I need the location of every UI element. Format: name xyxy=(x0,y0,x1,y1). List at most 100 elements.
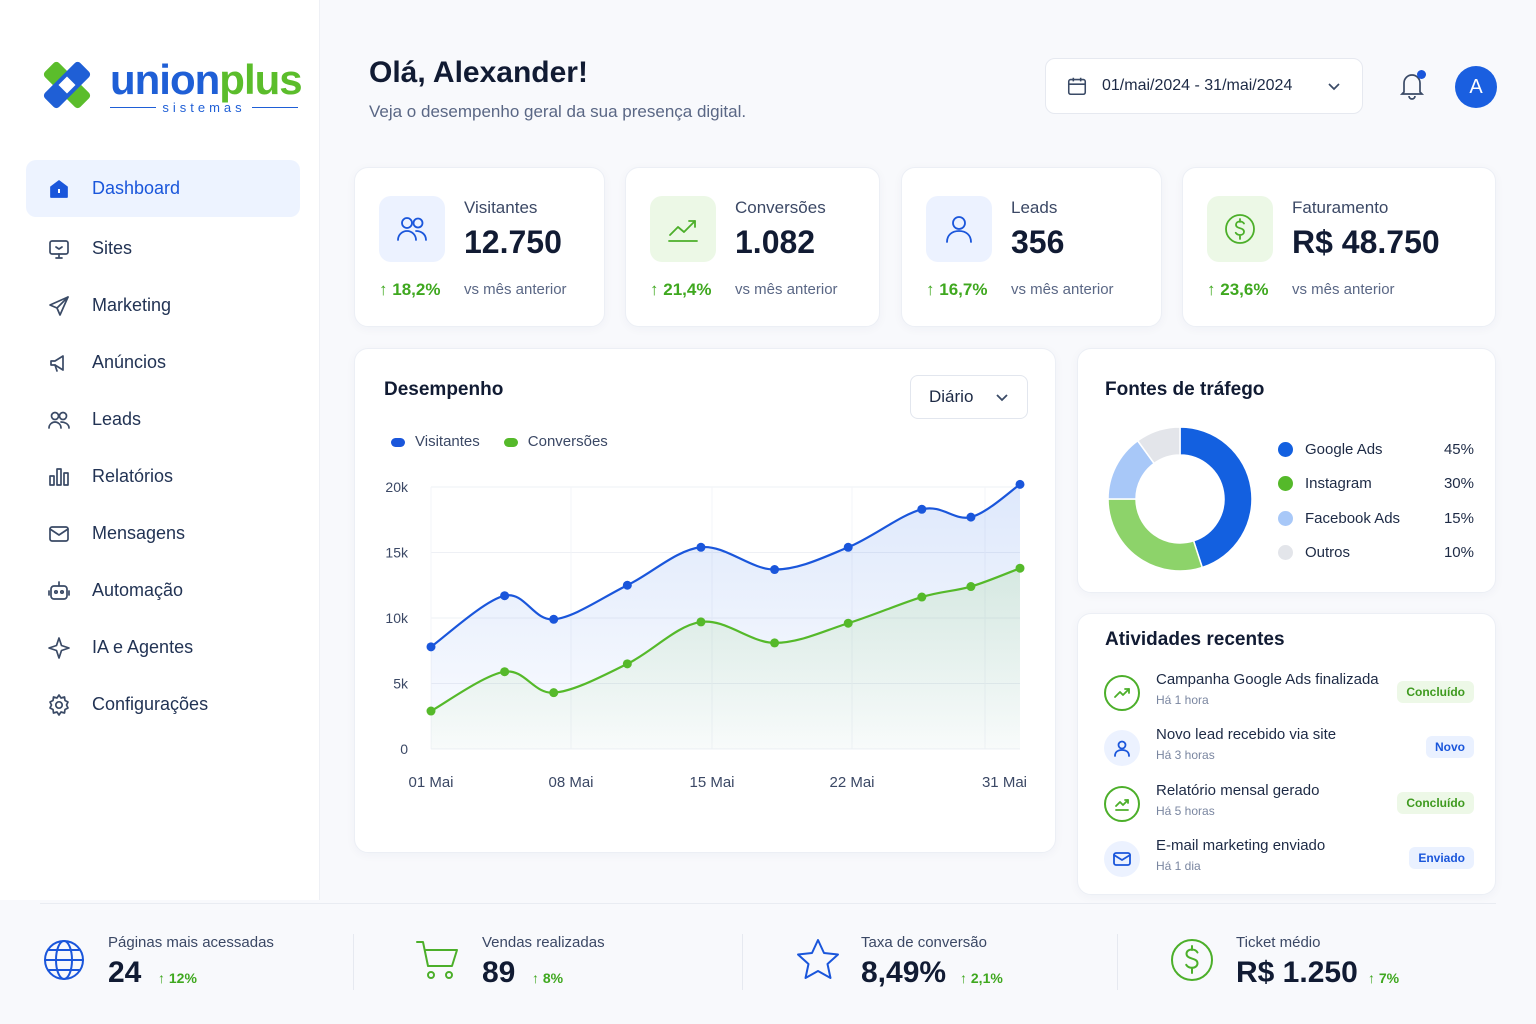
sidebar-item-dashboard[interactable]: Dashboard xyxy=(26,160,300,217)
date-range-value: 01/mai/2024 - 31/mai/2024 xyxy=(1102,77,1293,94)
sidebar-item-label: Configurações xyxy=(92,694,209,714)
kpi-value: R$ 48.750 xyxy=(1292,224,1440,260)
chevron-down-icon xyxy=(1328,83,1340,91)
kpi-comparison: vs mês anterior xyxy=(1011,281,1114,298)
brand-logo[interactable]: unionplus sistemas xyxy=(30,48,310,118)
stat-label: Ticket médio xyxy=(1236,934,1321,951)
stat-delta: ↑ 7% xyxy=(1368,970,1400,986)
sidebar-item-sites[interactable]: Sites xyxy=(26,220,300,277)
report-trend-icon xyxy=(1104,786,1140,822)
sidebar-item-marketing[interactable]: Marketing xyxy=(26,277,300,334)
sidebar-item-label: Dashboard xyxy=(92,178,181,198)
data-point xyxy=(917,504,927,514)
data-point xyxy=(843,542,853,552)
kpi-label: Visitantes xyxy=(464,198,538,217)
sidebar-item-mensagens[interactable]: Mensagens xyxy=(26,505,300,562)
sidebar-item-leads[interactable]: Leads xyxy=(26,391,300,448)
activities-title: Atividades recentes xyxy=(1105,629,1285,650)
period-select[interactable]: Diário xyxy=(910,375,1028,419)
sidebar-item-configuracoes[interactable]: Configurações xyxy=(26,676,300,733)
sidebar-item-label: Leads xyxy=(92,409,142,429)
dollar-icon xyxy=(1171,939,1213,981)
mail-icon xyxy=(1104,841,1140,877)
sidebar-item-label: Mensagens xyxy=(92,523,186,543)
x-tick-label: 22 Mai xyxy=(829,774,874,791)
status-badge: Concluído xyxy=(1397,792,1474,814)
kpi-value: 1.082 xyxy=(735,224,816,260)
kpi-delta: ↑ 23,6% xyxy=(1207,280,1269,299)
activity-item[interactable]: E-mail marketing enviado Há 1 dia Enviad… xyxy=(1104,837,1474,881)
stat-delta: ↑ 12% xyxy=(158,970,197,986)
gear-icon xyxy=(46,692,72,718)
x-tick-label: 15 Mai xyxy=(689,774,734,791)
stat-value: 8,49% xyxy=(861,956,947,989)
brand-subtitle: sistemas xyxy=(110,100,299,115)
activity-time: Há 3 horas xyxy=(1156,748,1215,762)
traffic-row-outros: Outros 10% xyxy=(1278,540,1474,564)
x-tick-label: 08 Mai xyxy=(548,774,593,791)
traffic-row-google-ads: Google Ads 45% xyxy=(1278,437,1474,461)
kpi-comparison: vs mês anterior xyxy=(464,281,567,298)
robot-icon xyxy=(46,578,72,604)
user-icon xyxy=(1104,730,1140,766)
data-point xyxy=(696,542,706,552)
date-range-picker[interactable]: 01/mai/2024 - 31/mai/2024 xyxy=(1045,58,1363,114)
data-point xyxy=(917,592,927,602)
kpi-delta: ↑ 16,7% xyxy=(926,280,988,299)
kpi-comparison: vs mês anterior xyxy=(735,281,838,298)
data-point xyxy=(500,667,510,677)
megaphone-icon xyxy=(46,350,72,376)
sidebar-item-label: Marketing xyxy=(92,295,172,315)
page-subtitle: Veja o desempenho geral da sua presença … xyxy=(369,102,747,121)
notifications-button[interactable] xyxy=(1398,70,1428,102)
cart-icon xyxy=(416,941,458,979)
period-select-value: Diário xyxy=(929,387,974,406)
donut-slice-outros[interactable] xyxy=(1136,427,1181,465)
donut-slice-instagram[interactable] xyxy=(1107,498,1204,572)
legend-item-visitantes[interactable]: Visitantes xyxy=(391,433,480,450)
stat-value: 24 xyxy=(108,956,142,989)
status-badge: Novo xyxy=(1426,736,1474,758)
y-tick-label: 5k xyxy=(393,676,409,692)
data-point xyxy=(1015,479,1025,489)
dollar-icon xyxy=(1207,196,1273,262)
stat-value: 89 xyxy=(482,956,516,989)
kpi-label: Conversões xyxy=(735,198,826,217)
status-badge: Concluído xyxy=(1397,681,1474,703)
stat-label: Vendas realizadas xyxy=(482,934,605,951)
performance-chart: 0 5k 10k 15k 20k 01 Mai 08 Mai 15 Mai 22 Mai 31 M… xyxy=(385,479,1027,791)
activity-item[interactable]: Relatório mensal gerado Há 5 horas Concl… xyxy=(1104,782,1474,826)
stat-ticket-medio: Ticket médio R$ 1.250 ↑ 7% xyxy=(1168,932,1488,1002)
sidebar-item-label: Automação xyxy=(92,580,184,600)
x-tick-label: 31 Mai xyxy=(982,774,1027,791)
activity-title: Relatório mensal gerado xyxy=(1156,782,1320,799)
avatar[interactable]: A xyxy=(1455,66,1497,108)
kpi-comparison: vs mês anterior xyxy=(1292,281,1395,298)
activity-item[interactable]: Campanha Google Ads finalizada Há 1 hora… xyxy=(1104,671,1474,715)
y-tick-label: 15k xyxy=(385,545,409,561)
kpi-label: Leads xyxy=(1011,198,1058,217)
stat-delta: ↑ 8% xyxy=(532,970,564,986)
sidebar-item-automacao[interactable]: Automação xyxy=(26,562,300,619)
divider xyxy=(353,934,354,990)
sidebar-item-relatorios[interactable]: Relatórios xyxy=(26,448,300,505)
legend-item-conversoes[interactable]: Conversões xyxy=(503,433,608,450)
calendar-icon xyxy=(1067,77,1087,96)
donut-slice-google-ads[interactable] xyxy=(1179,427,1253,569)
traffic-row-facebook-ads: Facebook Ads 15% xyxy=(1278,506,1474,530)
performance-card: Desempenho Diário Visitantes Conversões … xyxy=(354,348,1056,853)
sidebar-item-ia-agentes[interactable]: IA e Agentes xyxy=(26,619,300,676)
trend-up-icon xyxy=(1104,675,1140,711)
activity-item[interactable]: Novo lead recebido via site Há 3 horas N… xyxy=(1104,726,1474,770)
activity-title: E-mail marketing enviado xyxy=(1156,837,1326,854)
users-icon xyxy=(379,196,445,262)
trend-up-icon xyxy=(650,196,716,262)
user-icon xyxy=(926,196,992,262)
data-point xyxy=(426,642,436,652)
kpi-card-faturamento: Faturamento R$ 48.750 ↑ 23,6% vs mês ant… xyxy=(1182,167,1496,327)
data-point xyxy=(549,688,559,698)
sidebar-item-label: Sites xyxy=(92,238,133,258)
data-point xyxy=(426,706,436,716)
sidebar-item-anuncios[interactable]: Anúncios xyxy=(26,334,300,391)
data-point xyxy=(1015,563,1025,573)
